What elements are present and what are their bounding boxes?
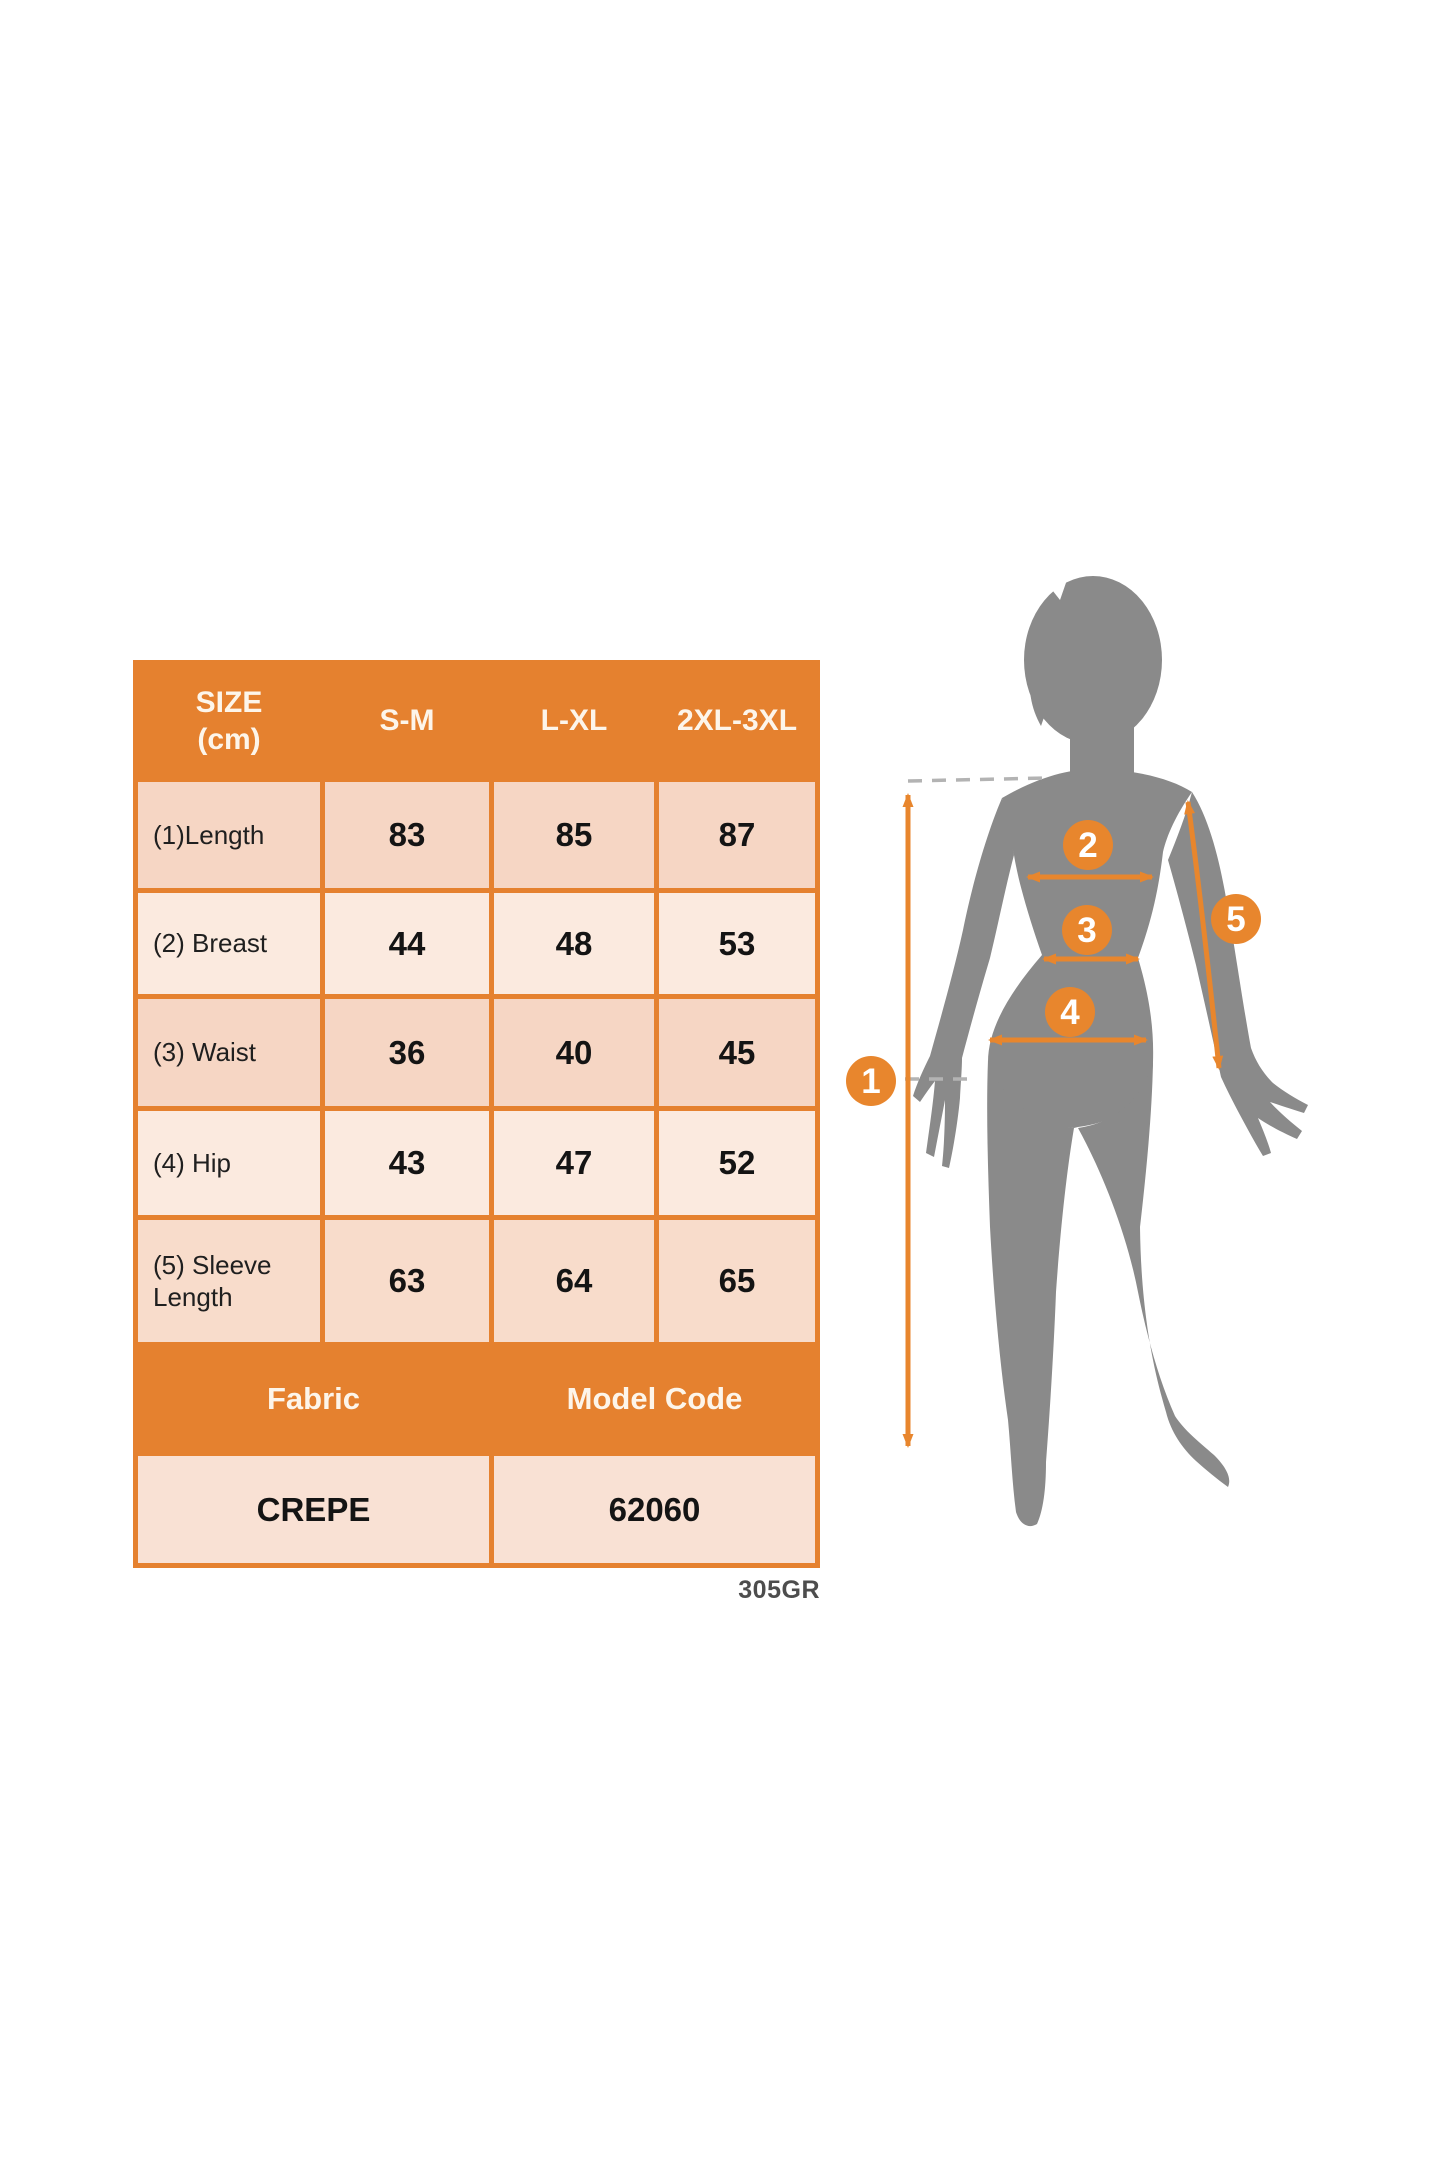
grammage-note: 305GR: [738, 1576, 820, 1604]
row-hip-value-sm: 43: [325, 1111, 489, 1215]
row-hip-label: (4) Hip: [138, 1111, 320, 1215]
footer-value-model-code: 62060: [494, 1456, 815, 1563]
size-table: SIZE (cm) S-M L-XL 2XL-3XL (1)Length 83 …: [133, 660, 820, 1568]
silhouette-left-arm: [913, 798, 1014, 1168]
footer-value-fabric: CREPE: [138, 1456, 489, 1563]
row-waist-value-2xl3xl: 45: [659, 999, 815, 1106]
row-sleeve-value-sm: 63: [325, 1220, 489, 1342]
row-waist-label: (3) Waist: [138, 999, 320, 1106]
header-size-cm-label: SIZE (cm): [195, 685, 263, 757]
row-waist-value-sm: 36: [325, 999, 489, 1106]
badge-3-circle: [1062, 905, 1112, 955]
badge-2-circle: [1063, 820, 1113, 870]
row-length-label: (1)Length: [138, 782, 320, 888]
silhouette-head: [1024, 576, 1162, 744]
header-size-lxl: L-XL: [494, 665, 654, 777]
dashed-guides: [905, 776, 1049, 1081]
header-size-2xl3xl: 2XL-3XL: [659, 665, 815, 777]
row-breast-value-lxl: 48: [494, 893, 654, 994]
body-silhouette: [913, 576, 1308, 1527]
badge-4-number: 4: [1060, 993, 1080, 1032]
row-length-value-sm: 83: [325, 782, 489, 888]
footer-header-fabric: Fabric: [138, 1347, 489, 1451]
row-sleeve-value-2xl3xl: 65: [659, 1220, 815, 1342]
row-sleeve-value-lxl: 64: [494, 1220, 654, 1342]
header-size-sm: S-M: [325, 665, 489, 777]
shoulder-guide-dash: [907, 776, 1049, 783]
badge-5-circle: [1211, 894, 1261, 944]
badge-5-number: 5: [1226, 900, 1245, 939]
badge-1-number: 1: [861, 1062, 880, 1101]
badge-4-circle: [1045, 987, 1095, 1037]
badge-1-circle: [846, 1056, 896, 1106]
row-hip-value-lxl: 47: [494, 1111, 654, 1215]
row-length-value-lxl: 85: [494, 782, 654, 888]
row-sleeve-label: (5) Sleeve Length: [138, 1220, 320, 1342]
sleeve-arrow: [1184, 800, 1224, 1070]
row-length-value-2xl3xl: 87: [659, 782, 815, 888]
marker-badges: 1 2 3 4 5: [846, 820, 1261, 1106]
header-size-cm: SIZE (cm): [138, 665, 320, 777]
row-breast-label: (2) Breast: [138, 893, 320, 994]
silhouette-hair-notch: [1049, 577, 1068, 600]
silhouette-left-leg: [987, 1060, 1074, 1527]
measurement-arrows: [902, 793, 1224, 1448]
silhouette-hair-tip: [1029, 655, 1052, 726]
row-hip-value-2xl3xl: 52: [659, 1111, 815, 1215]
badge-3-number: 3: [1077, 911, 1096, 950]
row-waist-value-lxl: 40: [494, 999, 654, 1106]
badge-2-number: 2: [1078, 826, 1097, 865]
silhouette-neck: [1070, 715, 1134, 775]
silhouette-right-leg: [1078, 1062, 1230, 1487]
footer-header-model-code: Model Code: [494, 1347, 815, 1451]
row-breast-value-2xl3xl: 53: [659, 893, 815, 994]
silhouette-right-arm: [1168, 792, 1308, 1156]
row-breast-value-sm: 44: [325, 893, 489, 994]
